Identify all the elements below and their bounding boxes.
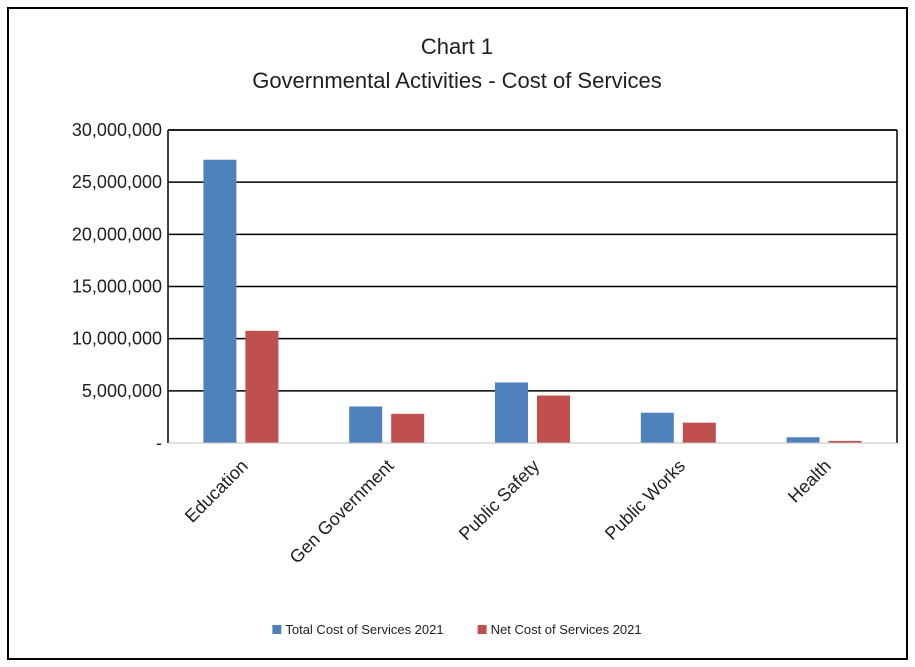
legend: Total Cost of Services 2021 Net Cost of S… [272, 622, 642, 637]
bar [640, 412, 674, 443]
bar [349, 406, 383, 443]
x-tick-label: Health [784, 456, 835, 507]
legend-label: Total Cost of Services 2021 [285, 622, 443, 637]
bars [203, 159, 862, 444]
chart-subtitle: Governmental Activities - Cost of Servic… [252, 68, 662, 93]
chart-frame [7, 7, 908, 660]
bar [537, 395, 570, 443]
x-tick-label: Education [181, 456, 252, 527]
y-tick-label: 20,000,000 [72, 224, 162, 244]
y-tick-label: - [156, 433, 162, 453]
y-tick-label: 30,000,000 [72, 120, 162, 140]
bar [682, 422, 716, 443]
y-tick-label: 5,000,000 [82, 381, 162, 401]
x-tick-label: Public Works [601, 456, 689, 544]
bar [828, 440, 862, 443]
y-tick-label: 10,000,000 [72, 329, 162, 349]
axes [167, 129, 898, 444]
y-tick-label: 15,000,000 [72, 277, 162, 297]
bar [203, 159, 237, 444]
y-tick-label: 25,000,000 [72, 172, 162, 192]
bar [786, 437, 820, 443]
y-tick-labels: - 5,000,000 10,000,000 15,000,000 20,000,000… [72, 120, 162, 453]
x-tick-label: Gen Government [286, 456, 398, 568]
legend-swatch [272, 625, 282, 634]
bar [391, 413, 425, 443]
x-tick-label: Public Safety [455, 456, 543, 544]
legend-swatch [477, 625, 487, 634]
legend-label: Net Cost of Services 2021 [491, 622, 642, 637]
bar [245, 330, 279, 443]
x-tick-labels: Education Gen Government Public Safety Publ… [181, 456, 835, 568]
bar [495, 382, 528, 443]
chart-title: Chart 1 [421, 34, 493, 59]
